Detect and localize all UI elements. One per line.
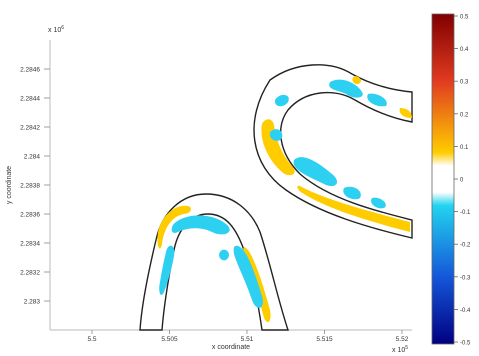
y-tick-label: 2.283	[24, 299, 41, 306]
y-tick-label: 2.284	[24, 154, 41, 161]
y-tick-label: 2.2832	[20, 270, 40, 277]
region-negative-3	[367, 93, 387, 107]
region-negative-6	[343, 186, 361, 200]
region-negative-7	[371, 197, 386, 209]
region-positive-1	[261, 119, 295, 176]
channel-upper	[253, 64, 413, 239]
colorbar: 0.5 0.4 0.3 0.2 0.1 0 -0.1 -0.2 -0.3 -0.4 -0.5	[431, 13, 471, 347]
colorbar-tick-label: -0.2	[460, 243, 471, 249]
colorbar-tick-label: 0	[460, 178, 464, 184]
region-negative-4	[269, 129, 283, 141]
x-tick-label: 5.51	[241, 336, 254, 343]
colorbar-ticks: 0.5 0.4 0.3 0.2 0.1 0 -0.1 -0.2 -0.3 -0.4 -0.5	[454, 15, 471, 347]
region-negative-8	[171, 215, 230, 235]
y-tick-label: 2.2846	[20, 67, 40, 74]
colorbar-tick-label: 0.4	[460, 47, 469, 53]
x-tick-label: 5.505	[161, 336, 178, 343]
colorbar-gradient	[431, 13, 455, 345]
y-tick-label: 2.2844	[20, 96, 40, 103]
y-tick-label: 2.2842	[20, 125, 40, 132]
x-tick-label: 5.5	[87, 336, 96, 343]
y-axis-label: y coordinate	[6, 166, 13, 204]
colorbar-tick-label: -0.1	[460, 210, 471, 216]
colorbar-tick-label: 0.5	[460, 15, 469, 21]
y-tick-label: 2.2836	[20, 212, 40, 219]
region-positive-5	[157, 205, 191, 249]
y-tick-label: 2.2834	[20, 241, 40, 248]
region-positive-4	[399, 108, 412, 118]
colorbar-tick-label: -0.4	[460, 308, 471, 314]
y-axis-ticks: 2.2846 2.2844 2.2842 2.284 2.2838 2.2836 2.283…	[20, 67, 50, 306]
x-axis-label: x coordinate	[212, 344, 250, 351]
region-negative-1	[274, 94, 289, 107]
y-tick-label: 2.2838	[20, 183, 40, 190]
region-positive-2	[297, 185, 410, 232]
region-negative-2	[329, 79, 363, 98]
x-tick-label: 5.52	[396, 336, 409, 343]
colorbar-tick-label: 0.2	[460, 112, 469, 118]
region-negative-11	[219, 249, 229, 261]
colorbar-tick-label: -0.5	[460, 341, 471, 347]
colorbar-tick-label: 0.1	[460, 145, 469, 151]
channel-lower	[139, 193, 289, 331]
region-negative-10	[233, 245, 263, 308]
y-exponent-label: x 106	[48, 25, 64, 34]
x-axis-ticks: 5.5 5.505 5.51 5.515 5.52	[87, 330, 409, 343]
x-tick-label: 5.515	[316, 336, 333, 343]
region-negative-9	[159, 245, 175, 295]
colorbar-tick-label: -0.3	[460, 275, 471, 281]
x-exponent-label: x 105	[392, 345, 408, 354]
region-positive-3	[352, 76, 362, 85]
region-negative-5	[293, 157, 338, 187]
colorbar-tick-label: 0.3	[460, 80, 469, 86]
